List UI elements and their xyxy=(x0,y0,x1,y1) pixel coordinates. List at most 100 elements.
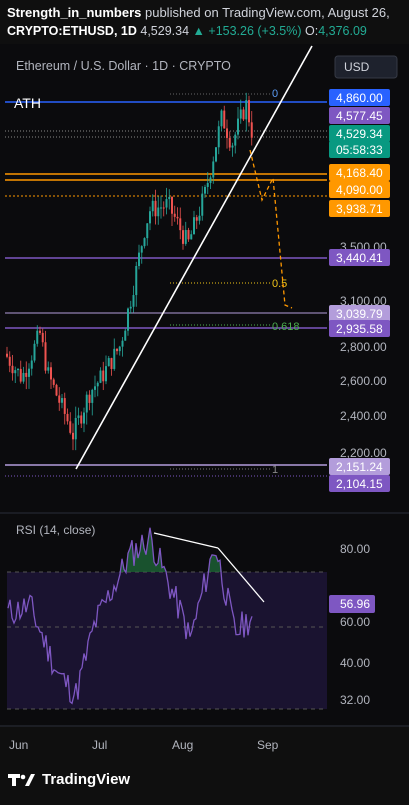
candle-body xyxy=(157,207,160,217)
rsi-band-fill xyxy=(7,572,327,709)
candle-body xyxy=(231,145,234,148)
fib-0-label: 0 xyxy=(272,88,278,100)
footer-brand: TradingView xyxy=(42,771,131,788)
candle-body xyxy=(226,128,228,138)
candle-body xyxy=(217,126,220,148)
price-tag: 4,860.00 xyxy=(336,91,383,105)
candle-body xyxy=(80,415,83,424)
price-tag-bg xyxy=(329,475,390,492)
price-tag-bg xyxy=(329,125,390,142)
candle-body xyxy=(110,358,113,369)
candle-body xyxy=(212,161,215,178)
candle-body xyxy=(36,330,39,344)
price-tag-bg xyxy=(329,107,390,124)
open-value: 4,376.09 xyxy=(318,24,367,38)
candle-body xyxy=(154,200,157,217)
candle-body xyxy=(6,353,8,357)
candle-body xyxy=(173,213,176,217)
time-tick-jun: Jun xyxy=(9,738,28,752)
candle-body xyxy=(140,246,143,253)
up-arrow-icon: ▲ xyxy=(192,24,205,38)
candle-body xyxy=(118,346,121,352)
price-tag: 3,440.41 xyxy=(336,251,383,265)
candle-body xyxy=(129,306,132,309)
ascending-trendline[interactable] xyxy=(75,45,313,470)
price-tag: 05:58:33 xyxy=(336,143,383,157)
pane-title: Ethereum / U.S. Dollar · 1D · CRYPTO xyxy=(16,59,231,73)
tradingview-logo-icon xyxy=(8,773,35,786)
rsi-divergence-line-2[interactable] xyxy=(217,547,265,603)
candle-body xyxy=(190,234,193,240)
currency-button[interactable] xyxy=(334,55,398,79)
candle-body xyxy=(107,358,110,367)
candle-body xyxy=(149,211,151,224)
candle-body xyxy=(193,217,195,235)
rsi-value-tag xyxy=(329,595,375,613)
projection-path[interactable] xyxy=(249,149,293,309)
candle-body xyxy=(14,370,17,374)
candle-body xyxy=(239,109,242,119)
rsi-tick-80: 80.00 xyxy=(340,542,370,556)
candle-body xyxy=(127,308,129,331)
rsi-line[interactable] xyxy=(7,527,253,705)
candle-body xyxy=(94,386,96,390)
tradingview-logo[interactable]: TradingView xyxy=(8,771,130,788)
candle-body xyxy=(162,207,165,209)
price-tag-bg xyxy=(329,164,390,181)
fib-0618-label: 0.618 xyxy=(272,321,300,333)
candle-body xyxy=(201,193,204,216)
candle-body xyxy=(8,356,11,366)
rsi-title: RSI (14, close) xyxy=(16,523,95,537)
candle-body xyxy=(138,252,140,266)
price-tags: 4,860.00 4,577.45 4,529.34 05:58:33 4,168.40… xyxy=(329,89,390,492)
candle-body xyxy=(215,147,217,162)
candle-body xyxy=(135,265,138,296)
author-name[interactable]: Strength_in_numbers xyxy=(7,5,142,20)
candle-body xyxy=(121,340,124,347)
candle-body xyxy=(74,417,77,440)
candle-body xyxy=(209,177,212,183)
candle-body xyxy=(113,348,116,369)
rsi-divergence-line-1[interactable] xyxy=(153,532,219,549)
chart-svg[interactable]: Ethereum / U.S. Dollar · 1D · CRYPTO USD… xyxy=(0,44,409,800)
candle-body xyxy=(19,368,22,382)
candle-body xyxy=(151,200,154,212)
candle-body xyxy=(105,366,107,382)
candle-body xyxy=(146,223,149,239)
candle-body xyxy=(63,398,66,414)
time-tick-aug: Aug xyxy=(172,738,193,752)
price-tag-bg xyxy=(329,141,390,158)
price-tag-bg xyxy=(329,458,390,475)
price-tag: 4,577.45 xyxy=(336,109,383,123)
fib-1-label: 1 xyxy=(272,464,278,476)
candle-body xyxy=(72,432,74,440)
candle-body xyxy=(195,217,198,221)
candle-body xyxy=(168,196,171,200)
candle-body xyxy=(47,367,50,371)
candle-body xyxy=(28,368,30,377)
price-tag: 2,151.24 xyxy=(336,460,383,474)
candle-body xyxy=(66,413,69,422)
price-tag: 4,168.40 xyxy=(336,166,383,180)
candle-body xyxy=(116,348,118,352)
price-tag-bg xyxy=(329,249,390,266)
candle-body xyxy=(165,199,168,208)
candle-body xyxy=(25,372,28,377)
candle-body xyxy=(198,215,201,221)
candle-body xyxy=(204,186,206,194)
chart-area[interactable]: Ethereum / U.S. Dollar · 1D · CRYPTO USD… xyxy=(0,44,409,800)
price-tick-3100: 3,100.00 xyxy=(340,294,387,308)
candle-body xyxy=(124,330,127,341)
candle-body xyxy=(143,238,146,247)
candle-body xyxy=(91,389,94,403)
fib-05-label: 0.5 xyxy=(272,278,287,290)
symbol-header: CRYPTO:ETHUSD, 1D 4,529.34 ▲ +153.26 (+3… xyxy=(7,24,367,38)
price-tick-2800: 2,800.00 xyxy=(340,340,387,354)
rsi-value-tag-text: 56.96 xyxy=(340,597,370,611)
price-tick-2200: 2,200.00 xyxy=(340,446,387,460)
candle-body xyxy=(96,382,99,387)
candle-body xyxy=(234,134,237,146)
candle-body xyxy=(223,110,226,129)
candle-body xyxy=(30,360,33,369)
candle-body xyxy=(55,384,58,396)
